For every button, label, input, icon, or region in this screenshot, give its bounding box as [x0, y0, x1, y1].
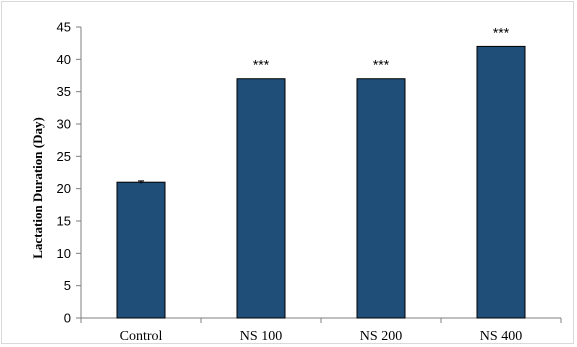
bars [116, 45, 526, 319]
y-tick-label: 0 [64, 311, 71, 326]
bar [356, 78, 406, 319]
x-tick-label: NS 200 [360, 329, 402, 344]
y-tick-label: 15 [57, 214, 71, 229]
significance-labels: *** *** *** [253, 24, 510, 72]
y-tick-label: 25 [57, 149, 71, 164]
y-tick-label: 35 [57, 84, 71, 99]
significance-label: *** [253, 57, 270, 73]
bar [476, 45, 526, 319]
y-axis-label: Lactation Duration (Day) [30, 117, 45, 259]
y-tick-label: 20 [57, 181, 71, 196]
significance-label: *** [373, 57, 390, 73]
y-tick-label: 45 [57, 20, 71, 35]
x-tick-label: NS 400 [480, 329, 522, 344]
x-tick-label: Control [120, 329, 163, 344]
bar [236, 78, 286, 319]
bar [116, 181, 166, 319]
y-tick-label: 30 [57, 117, 71, 132]
y-tick-label: 10 [57, 246, 71, 261]
y-tick-labels: 0 5 10 15 20 25 30 35 40 45 [57, 20, 71, 326]
significance-label: *** [493, 24, 510, 40]
x-tick-labels: Control NS 100 NS 200 NS 400 [120, 329, 523, 344]
y-tick-label: 5 [64, 278, 71, 293]
x-tick-label: NS 100 [240, 329, 282, 344]
y-tick-label: 40 [57, 52, 71, 67]
